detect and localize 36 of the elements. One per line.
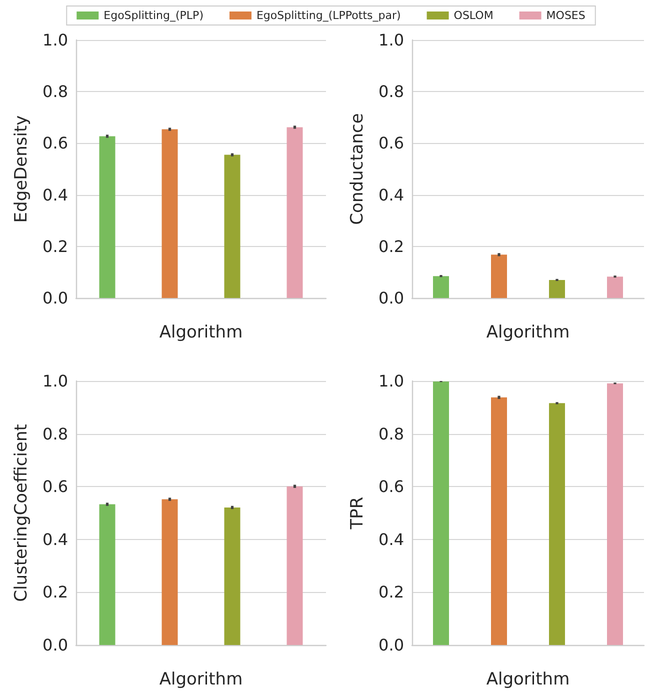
y-tick-label: 1.0 [42, 30, 68, 50]
legend-label: OSLOM [454, 9, 494, 22]
x-axis-title: Algorithm [159, 322, 243, 342]
y-tick-label: 0.8 [42, 424, 68, 444]
y-tick-label: 0.0 [378, 288, 404, 308]
x-axis-title: Algorithm [486, 322, 570, 342]
y-axis-title: EdgeDensity [12, 115, 32, 223]
y-tick-label: 0.2 [378, 582, 404, 602]
y-tick-label: 0.4 [378, 530, 404, 549]
y-tick-label: 1.0 [378, 30, 404, 50]
y-tick-label: 0.2 [42, 236, 68, 256]
y-tick-label: 0.8 [378, 82, 404, 102]
y-tick-label: 0.0 [378, 636, 404, 654]
y-tick-label: 0.2 [378, 236, 404, 256]
legend-label: MOSES [546, 9, 586, 22]
y-tick-label: 0.4 [42, 530, 68, 549]
y-tick-label: 1.0 [42, 372, 68, 390]
y-tick-label: 0.8 [42, 82, 68, 102]
x-axis-title: Algorithm [159, 670, 243, 690]
y-tick-label: 1.0 [378, 372, 404, 390]
y-tick-label: 0.0 [42, 636, 68, 654]
y-axis-title: Conductance [348, 113, 368, 225]
y-tick-label: 0.6 [42, 477, 68, 496]
y-tick-label: 0.0 [42, 288, 68, 308]
y-tick-label: 0.6 [42, 134, 68, 153]
y-tick-label: 0.6 [378, 134, 404, 153]
legend-label: EgoSplitting_(LPPotts_par) [256, 9, 401, 22]
x-axis-title: Algorithm [486, 670, 570, 690]
y-tick-label: 0.4 [378, 185, 404, 204]
y-tick-label: 0.2 [42, 582, 68, 602]
y-tick-label: 0.8 [378, 424, 404, 444]
y-tick-label: 0.4 [42, 185, 68, 204]
y-axis-title: ClusteringCoefficient [12, 424, 32, 602]
y-axis-title: TPR [348, 496, 368, 530]
y-tick-label: 0.6 [378, 477, 404, 496]
legend-label: EgoSplitting_(PLP) [104, 9, 204, 22]
